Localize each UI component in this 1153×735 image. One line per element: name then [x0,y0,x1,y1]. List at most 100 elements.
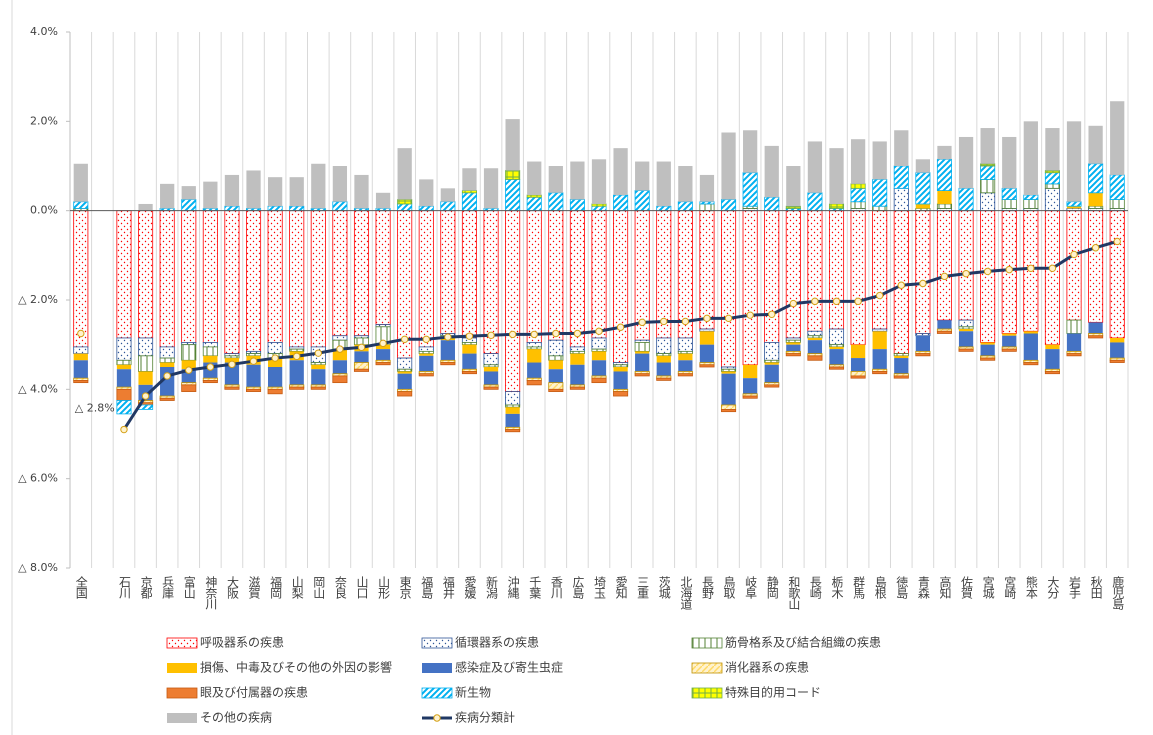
bar-segment [656,337,672,355]
bar-segment [656,377,672,381]
bar-segment [634,190,650,212]
bar-segment [807,192,823,212]
x-tick-label: 千葉 [528,576,542,599]
bar-segment [699,364,715,368]
bar-segment [1110,342,1125,359]
bar-segment [483,353,499,366]
bar-segment [73,360,88,379]
x-tick-label: 愛知 [614,576,628,600]
x-tick-label: 京都 [139,576,153,599]
bar-segment [397,357,413,370]
bar-segment [894,358,909,374]
bar-segment [828,344,845,348]
bar-segment [548,355,564,361]
bar-segment [764,145,779,198]
legend-label: 疾病分類計 [455,710,515,725]
legend-label: 感染症及び寄生虫症 [455,660,563,675]
bar-segment [353,368,370,372]
bar-segment [915,353,931,357]
line-marker [314,349,323,357]
bar-segment [267,358,283,367]
bar-segment [267,342,283,354]
bar-segment [872,328,888,332]
bar-segment [764,210,780,343]
bar-segment [656,161,671,207]
x-tick-label: 滋賀 [247,576,261,600]
legend-label: 特殊目的用コード [725,685,821,700]
bar-segment [937,190,952,204]
bar-segment [829,346,844,350]
bar-segment [527,349,542,363]
bar-segment [893,353,909,357]
bar-segment [828,203,845,209]
legend-swatch [167,713,197,723]
bar-segment [1109,359,1125,363]
bar-segment [375,362,391,366]
bar-segment [656,362,671,376]
bar-segment [742,172,758,207]
bar-segment [354,174,369,209]
bar-segment [548,388,564,392]
bar-segment [483,364,499,368]
line-marker [1027,264,1035,272]
bar-segment [980,163,996,167]
y-tick-label: 4.0% [30,25,58,38]
line-marker [508,330,517,339]
bar-segment [397,199,413,205]
bar-segment [289,386,305,390]
bar-segment [332,360,348,374]
bar-segment [958,329,974,332]
bar-segment [526,194,542,198]
bar-segment [829,349,844,365]
bar-segment [375,192,391,209]
x-tick-label: 奈良 [333,576,347,600]
bar-segment [246,170,261,209]
bar-segment [138,337,154,357]
bar-segment [548,210,564,341]
bar-segment [1044,170,1060,174]
bar-segment [678,166,693,202]
line-marker [768,310,776,318]
bar-segment [569,386,585,390]
bar-segment [1109,174,1125,200]
line-marker [141,392,150,400]
bar-segment [1001,187,1017,200]
line-marker [595,327,603,335]
bar-segment [893,187,909,212]
bar-segment [958,187,974,212]
line-marker [660,317,668,326]
x-tick-label: 鳥取 [722,575,736,599]
bar-segment [548,192,564,212]
bar-segment [1023,199,1039,209]
x-tick-label: 長野 [700,576,714,599]
bar-segment [526,342,542,348]
bar-segment [569,199,585,212]
bar-segment [397,373,412,390]
bar-segment [1001,199,1017,209]
bar-segment [1045,344,1060,350]
bar-segment [159,346,175,359]
bar-segment [310,362,326,366]
bar-segment [526,210,542,343]
bar-segment [1109,210,1125,339]
x-tick-label: 佐賀 [960,576,974,600]
bar-segment [1023,333,1038,361]
bar-segment [721,371,736,374]
bar-segment [721,199,737,212]
line-marker [832,297,841,306]
line-marker [444,333,452,341]
bar-segment [505,413,520,428]
bar-segment [418,373,434,377]
y-tick-label: △ 8.0% [18,561,58,574]
bar-segment [807,141,823,193]
bar-segment [915,172,931,205]
legend-swatch [691,637,723,649]
line-marker [703,314,711,323]
bar-segment [591,351,607,361]
bar-segment [332,201,348,212]
bar-segment [699,201,715,205]
bar-segment [569,350,585,355]
x-tick-label: 福岡 [269,575,283,599]
bar-segment [440,210,456,334]
